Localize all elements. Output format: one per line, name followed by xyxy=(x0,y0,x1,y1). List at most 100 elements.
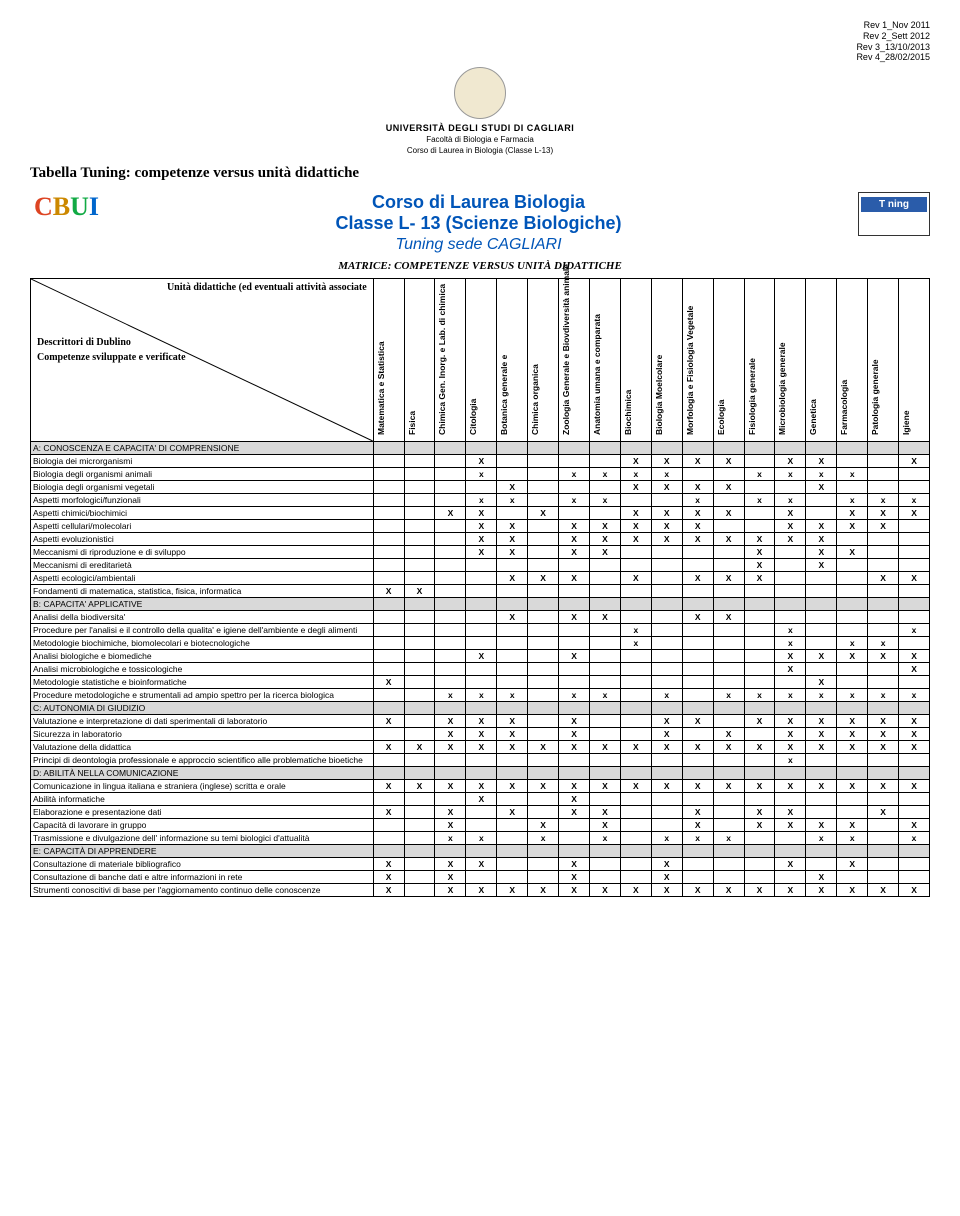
university-seal xyxy=(454,67,506,119)
matrix-cell xyxy=(373,455,404,468)
matrix-cell: X xyxy=(497,728,528,741)
matrix-cell: X xyxy=(373,741,404,754)
matrix-cell xyxy=(590,715,621,728)
matrix-cell xyxy=(806,845,837,858)
matrix-cell xyxy=(528,767,559,780)
matrix-cell: X xyxy=(837,507,868,520)
matrix-cell xyxy=(651,806,682,819)
matrix-cell: X xyxy=(806,455,837,468)
matrix-cell xyxy=(559,819,590,832)
matrix-cell xyxy=(559,845,590,858)
matrix-cell: X xyxy=(775,507,806,520)
matrix-cell xyxy=(435,793,466,806)
matrix-cell: x xyxy=(713,832,744,845)
matrix-cell xyxy=(528,494,559,507)
matrix-cell: X xyxy=(404,780,435,793)
matrix-cell: X xyxy=(559,741,590,754)
matrix-cell xyxy=(806,663,837,676)
matrix-cell xyxy=(435,559,466,572)
matrix-cell xyxy=(651,442,682,455)
matrix-cell: X xyxy=(435,819,466,832)
matrix-cell: X xyxy=(528,741,559,754)
matrix-cell xyxy=(682,442,713,455)
matrix-cell: X xyxy=(373,676,404,689)
matrix-cell xyxy=(435,481,466,494)
matrix-cell: X xyxy=(497,741,528,754)
matrix-cell xyxy=(466,598,497,611)
table-row: Aspetti cellulari/molecolariXXXXXXXXXXX xyxy=(31,520,930,533)
row-label: Principi di deontologia professionale e … xyxy=(31,754,374,767)
matrix-cell xyxy=(713,858,744,871)
matrix-cell xyxy=(435,650,466,663)
column-header: Fisica xyxy=(404,279,435,442)
matrix-cell xyxy=(837,585,868,598)
matrix-cell xyxy=(373,832,404,845)
table-row: Metodologie statistiche e bioinformatich… xyxy=(31,676,930,689)
matrix-cell xyxy=(435,767,466,780)
matrix-cell xyxy=(806,611,837,624)
matrix-cell xyxy=(651,637,682,650)
matrix-cell: x xyxy=(775,468,806,481)
matrix-cell: X xyxy=(651,884,682,897)
matrix-cell: X xyxy=(713,728,744,741)
matrix-cell: X xyxy=(528,572,559,585)
matrix-cell: X xyxy=(899,663,930,676)
matrix-cell: X xyxy=(590,819,621,832)
matrix-cell xyxy=(713,702,744,715)
row-label: Valutazione della didattica xyxy=(31,741,374,754)
row-label: Metodologie statistiche e bioinformatich… xyxy=(31,676,374,689)
matrix-cell: X xyxy=(837,780,868,793)
matrix-cell xyxy=(404,455,435,468)
column-header: Citologia xyxy=(466,279,497,442)
matrix-cell: X xyxy=(806,546,837,559)
matrix-cell xyxy=(620,767,651,780)
matrix-cell xyxy=(744,624,775,637)
matrix-cell xyxy=(806,572,837,585)
matrix-cell xyxy=(744,637,775,650)
matrix-cell xyxy=(435,520,466,533)
matrix-cell xyxy=(837,754,868,767)
matrix-cell: X xyxy=(899,819,930,832)
matrix-cell xyxy=(466,663,497,676)
matrix-cell xyxy=(806,702,837,715)
row-label: Aspetti ecologici/ambientali xyxy=(31,572,374,585)
matrix-cell xyxy=(373,481,404,494)
matrix-cell: x xyxy=(590,832,621,845)
matrix-cell xyxy=(620,689,651,702)
matrix-cell: X xyxy=(559,546,590,559)
course-line-1a: Corso di Laurea Biologia xyxy=(99,192,858,213)
matrix-cell xyxy=(651,754,682,767)
column-header: Matematica e Statistica xyxy=(373,279,404,442)
matrix-cell: X xyxy=(466,858,497,871)
matrix-cell: X xyxy=(775,715,806,728)
table-row: Analisi biologiche e biomedicheXXXXXXX xyxy=(31,650,930,663)
matrix-cell: x xyxy=(837,689,868,702)
matrix-cell xyxy=(559,442,590,455)
matrix-cell xyxy=(404,611,435,624)
course-line-1b: Classe L- 13 (Scienze Biologiche) xyxy=(99,213,858,234)
matrix-cell xyxy=(868,468,899,481)
matrix-cell xyxy=(497,585,528,598)
matrix-cell: X xyxy=(404,585,435,598)
matrix-cell xyxy=(682,559,713,572)
matrix-cell xyxy=(806,442,837,455)
matrix-cell: x xyxy=(590,468,621,481)
matrix-cell xyxy=(744,585,775,598)
matrix-cell xyxy=(404,806,435,819)
matrix-cell: X xyxy=(837,819,868,832)
matrix-cell xyxy=(868,754,899,767)
rev1: Rev 1_Nov 2011 xyxy=(30,20,930,31)
matrix-cell xyxy=(528,650,559,663)
matrix-cell: x xyxy=(744,689,775,702)
matrix-cell: x xyxy=(682,832,713,845)
matrix-cell: x xyxy=(435,689,466,702)
matrix-cell: X xyxy=(651,507,682,520)
matrix-cell xyxy=(744,871,775,884)
matrix-cell xyxy=(744,832,775,845)
matrix-cell: X xyxy=(373,884,404,897)
matrix-cell xyxy=(559,754,590,767)
table-row: Consultazione di banche dati e altre inf… xyxy=(31,871,930,884)
matrix-cell xyxy=(713,663,744,676)
matrix-cell xyxy=(682,754,713,767)
matrix-cell xyxy=(775,767,806,780)
